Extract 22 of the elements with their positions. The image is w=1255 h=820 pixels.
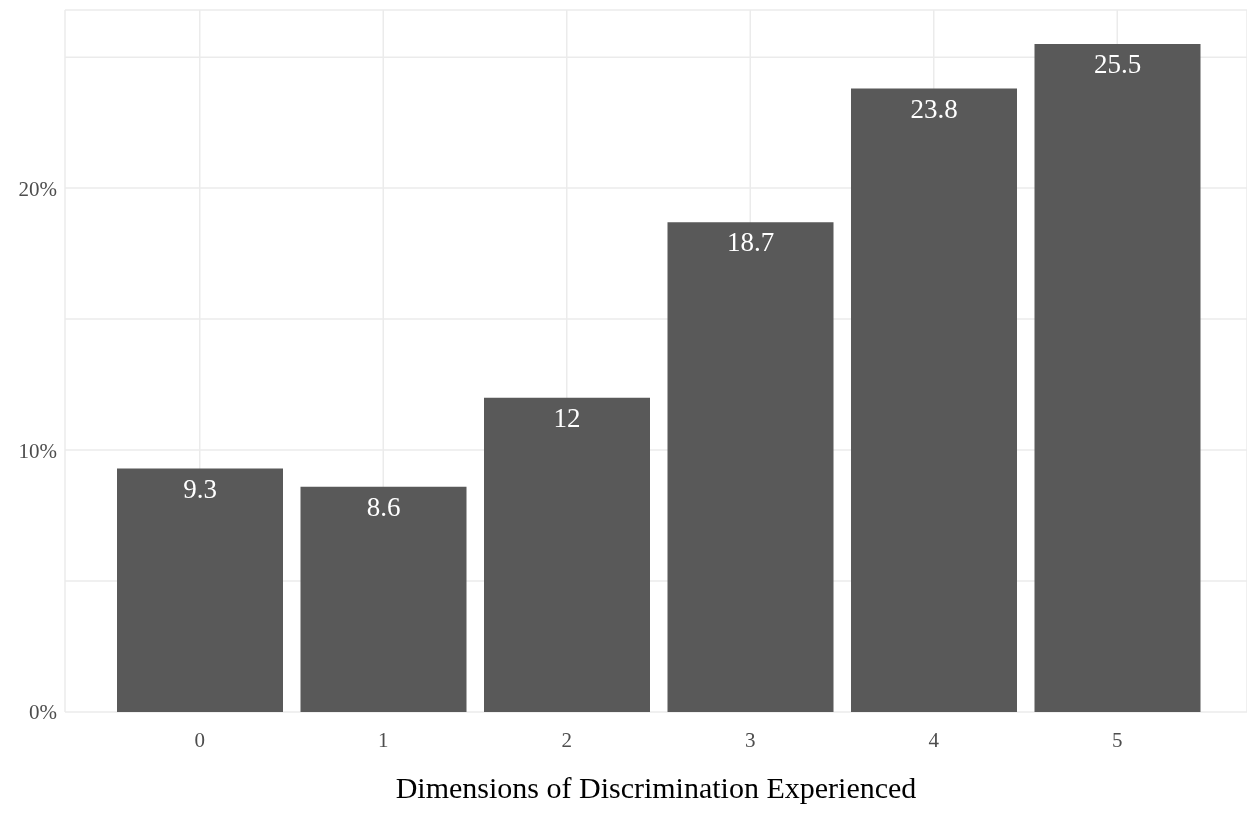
x-tick-label: 5 — [1112, 727, 1123, 752]
x-tick-label: 1 — [378, 727, 389, 752]
x-tick-label: 0 — [194, 727, 205, 752]
bar — [851, 88, 1017, 712]
bar — [1034, 44, 1201, 712]
data-label: 25.5 — [1093, 49, 1142, 80]
y-tick-label: 10% — [18, 438, 57, 463]
data-label: 12 — [553, 402, 581, 433]
bar — [667, 222, 834, 712]
x-tick-label: 2 — [561, 727, 572, 752]
data-label: 18.7 — [726, 227, 775, 258]
bar — [300, 486, 467, 712]
bar — [117, 468, 283, 712]
bar — [484, 397, 650, 712]
x-tick-label: 3 — [745, 727, 756, 752]
x-tick-label: 4 — [928, 727, 940, 752]
data-label: 9.3 — [183, 473, 217, 504]
data-label: 8.6 — [366, 491, 401, 522]
y-tick-label: 0% — [29, 700, 57, 725]
x-axis-title: Dimensions of Discrimination Experienced — [395, 771, 917, 804]
data-label: 23.8 — [910, 93, 958, 124]
y-tick-label: 20% — [18, 176, 57, 201]
